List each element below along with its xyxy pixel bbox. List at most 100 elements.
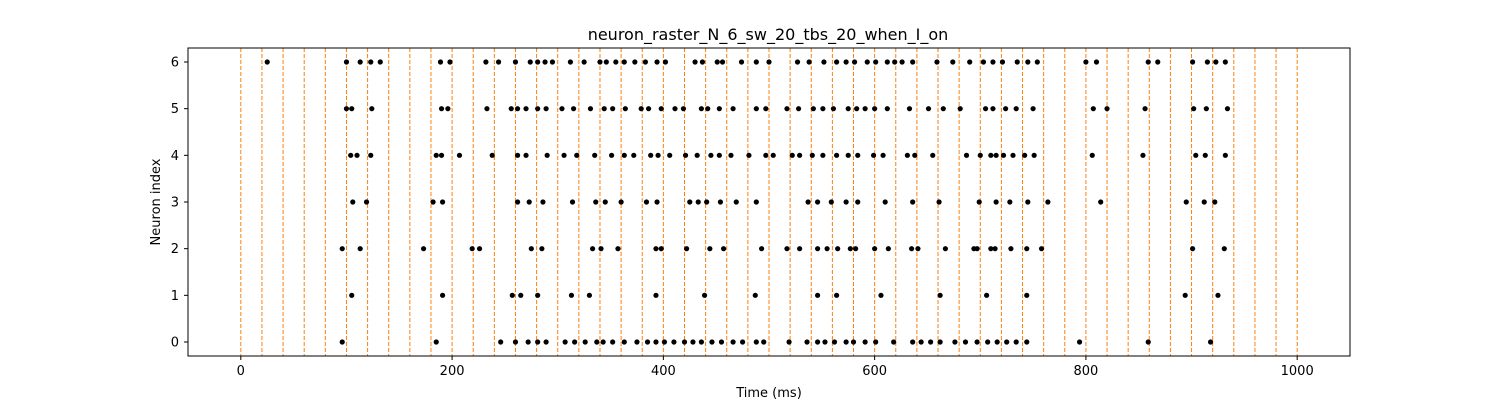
spike-point	[1024, 246, 1030, 252]
spike-point	[543, 339, 549, 345]
y-tick-label: 6	[171, 56, 179, 71]
spike-point	[843, 199, 849, 205]
spike-point	[535, 339, 541, 345]
x-tick-label: 600	[862, 364, 887, 379]
spike-point	[701, 292, 708, 298]
spike-point	[339, 339, 345, 345]
spike-point	[1145, 339, 1151, 345]
spike-point	[892, 59, 898, 65]
spike-point	[977, 152, 983, 158]
spike-point	[753, 59, 759, 65]
spike-point	[680, 106, 687, 112]
spike-point	[746, 152, 752, 158]
spike-point	[870, 152, 877, 158]
spike-point	[976, 199, 982, 205]
spike-point	[805, 199, 811, 205]
x-tick-label: 0	[237, 364, 245, 379]
spike-point	[671, 339, 677, 345]
spike-point	[974, 339, 980, 345]
spike-point	[1022, 152, 1028, 158]
spike-point	[873, 59, 879, 65]
spike-point	[834, 292, 840, 298]
spike-point	[789, 152, 795, 158]
spike-point	[692, 59, 698, 65]
spike-point	[906, 106, 913, 112]
spike-point	[988, 246, 994, 252]
spike-point	[498, 339, 504, 345]
spike-point	[642, 59, 649, 65]
spike-point	[925, 106, 932, 112]
spike-point	[942, 246, 949, 252]
spike-point	[631, 152, 637, 158]
spike-point	[653, 339, 659, 345]
spike-point	[526, 199, 532, 205]
spike-point	[439, 199, 446, 205]
spike-point	[343, 106, 350, 112]
spike-point	[514, 152, 521, 158]
spike-point	[962, 339, 969, 345]
spike-point	[1013, 106, 1019, 112]
spike-point	[682, 152, 689, 158]
spike-point	[904, 152, 910, 158]
spike-point	[880, 152, 886, 158]
spike-point	[1207, 339, 1214, 345]
spike-point	[708, 152, 714, 158]
spike-point	[835, 246, 841, 252]
spike-point	[348, 152, 354, 158]
spike-point	[514, 106, 521, 112]
spike-point	[1025, 59, 1031, 65]
spike-point	[982, 106, 989, 112]
spike-point	[806, 59, 812, 65]
spike-point	[738, 59, 745, 65]
spike-point	[1190, 59, 1196, 65]
spike-point	[377, 59, 383, 65]
spike-point	[1025, 199, 1031, 205]
spike-point	[1222, 152, 1228, 158]
spike-point	[535, 59, 541, 65]
spike-point	[930, 152, 936, 158]
spike-point	[592, 152, 598, 158]
spike-point	[357, 59, 363, 65]
y-tick-label: 4	[171, 149, 179, 164]
spike-point	[621, 152, 627, 158]
spike-point	[847, 246, 853, 252]
spike-point	[1222, 59, 1228, 65]
spike-point	[527, 59, 533, 65]
spike-point	[672, 106, 678, 112]
spike-point	[574, 152, 580, 158]
y-axis: 0 1 2 3 4 5 6	[171, 56, 188, 351]
spike-point	[918, 339, 924, 345]
spike-point	[761, 339, 767, 345]
spike-point	[456, 152, 463, 158]
spike-point	[719, 59, 726, 65]
spike-point	[438, 152, 445, 158]
spike-point	[822, 339, 828, 345]
y-tick-label: 5	[171, 102, 179, 117]
spike-point	[733, 199, 739, 205]
spike-point	[716, 106, 722, 112]
spike-point	[581, 59, 587, 65]
spike-point	[654, 199, 660, 205]
spike-point	[950, 59, 956, 65]
spike-point	[559, 106, 565, 112]
spike-point	[845, 106, 851, 112]
spike-point	[1221, 246, 1227, 252]
spike-point	[705, 106, 711, 112]
spike-point	[1007, 199, 1013, 205]
spike-point	[653, 246, 659, 252]
spike-point	[509, 292, 515, 298]
spike-point	[1008, 246, 1014, 252]
spike-point	[613, 59, 619, 65]
spike-point	[540, 199, 546, 205]
spike-point	[753, 199, 759, 205]
spike-point	[804, 339, 810, 345]
x-tick-label: 400	[651, 364, 676, 379]
spike-point	[915, 246, 921, 252]
spike-point	[589, 246, 596, 252]
spike-point	[610, 106, 616, 112]
spike-point	[1224, 106, 1231, 112]
spike-point	[568, 292, 575, 298]
x-axis: 0 200 400 600 800 1000	[237, 356, 1314, 379]
